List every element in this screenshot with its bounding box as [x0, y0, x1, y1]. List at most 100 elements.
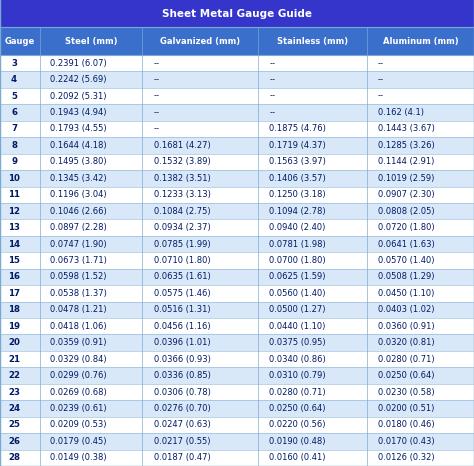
Text: 0.0575 (1.46): 0.0575 (1.46): [154, 289, 210, 298]
Text: 0.1144 (2.91): 0.1144 (2.91): [378, 158, 434, 166]
Text: 0.0247 (0.63): 0.0247 (0.63): [154, 420, 210, 429]
Text: 0.0508 (1.29): 0.0508 (1.29): [378, 273, 435, 281]
Text: 7: 7: [11, 124, 17, 133]
Text: 0.0808 (2.05): 0.0808 (2.05): [378, 207, 435, 216]
Text: 0.0299 (0.76): 0.0299 (0.76): [51, 371, 107, 380]
Text: 26: 26: [8, 437, 20, 446]
Text: 0.0336 (0.85): 0.0336 (0.85): [154, 371, 210, 380]
Bar: [0, 104, 474, 121]
Text: --: --: [154, 108, 160, 117]
Bar: [0, 236, 474, 252]
Text: 0.0340 (0.86): 0.0340 (0.86): [269, 355, 326, 363]
Text: 0.162 (4.1): 0.162 (4.1): [378, 108, 424, 117]
Bar: [0, 88, 474, 104]
Text: 0.0625 (1.59): 0.0625 (1.59): [269, 273, 326, 281]
Text: 0.0700 (1.80): 0.0700 (1.80): [269, 256, 326, 265]
Text: 0.0360 (0.91): 0.0360 (0.91): [378, 322, 435, 331]
Bar: [0, 55, 474, 71]
Text: 0.1719 (4.37): 0.1719 (4.37): [269, 141, 326, 150]
Bar: [0, 121, 474, 137]
Text: 0.0785 (1.99): 0.0785 (1.99): [154, 240, 210, 248]
Text: 20: 20: [8, 338, 20, 347]
Text: 0.0329 (0.84): 0.0329 (0.84): [51, 355, 107, 363]
Text: 0.0276 (0.70): 0.0276 (0.70): [154, 404, 210, 413]
Text: 0.1943 (4.94): 0.1943 (4.94): [51, 108, 107, 117]
Bar: [0, 433, 474, 450]
Text: Stainless (mm): Stainless (mm): [277, 36, 348, 46]
Bar: [0, 170, 474, 186]
Text: 0.0500 (1.27): 0.0500 (1.27): [269, 305, 326, 314]
Text: --: --: [378, 92, 384, 101]
Text: --: --: [269, 75, 275, 84]
Text: 0.0200 (0.51): 0.0200 (0.51): [378, 404, 434, 413]
Text: 16: 16: [8, 273, 20, 281]
Text: --: --: [154, 75, 160, 84]
Text: 0.0940 (2.40): 0.0940 (2.40): [269, 223, 326, 232]
Text: 0.1019 (2.59): 0.1019 (2.59): [378, 174, 434, 183]
Bar: [0, 71, 474, 88]
Text: --: --: [269, 59, 275, 68]
Text: 0.1495 (3.80): 0.1495 (3.80): [51, 158, 107, 166]
Text: 0.0160 (0.41): 0.0160 (0.41): [269, 453, 326, 462]
Bar: [0, 400, 474, 417]
Text: --: --: [378, 75, 384, 84]
Text: 0.0641 (1.63): 0.0641 (1.63): [378, 240, 435, 248]
Text: 23: 23: [8, 388, 20, 397]
Text: 0.0306 (0.78): 0.0306 (0.78): [154, 388, 210, 397]
Text: 0.0220 (0.56): 0.0220 (0.56): [269, 420, 326, 429]
Text: --: --: [378, 59, 384, 68]
Text: 0.1681 (4.27): 0.1681 (4.27): [154, 141, 210, 150]
Text: 0.0747 (1.90): 0.0747 (1.90): [51, 240, 107, 248]
Text: 0.1532 (3.89): 0.1532 (3.89): [154, 158, 210, 166]
Text: 0.0934 (2.37): 0.0934 (2.37): [154, 223, 210, 232]
Text: 0.1196 (3.04): 0.1196 (3.04): [51, 190, 107, 199]
Text: 0.0456 (1.16): 0.0456 (1.16): [154, 322, 210, 331]
Text: 0.0217 (0.55): 0.0217 (0.55): [154, 437, 210, 446]
Text: 3: 3: [11, 59, 17, 68]
Text: 0.0280 (0.71): 0.0280 (0.71): [378, 355, 435, 363]
Text: 0.0359 (0.91): 0.0359 (0.91): [51, 338, 107, 347]
Text: 0.2391 (6.07): 0.2391 (6.07): [51, 59, 107, 68]
Text: 0.1382 (3.51): 0.1382 (3.51): [154, 174, 210, 183]
Text: 0.0187 (0.47): 0.0187 (0.47): [154, 453, 210, 462]
Text: 0.0209 (0.53): 0.0209 (0.53): [51, 420, 107, 429]
Text: 4: 4: [11, 75, 17, 84]
Text: 0.0250 (0.64): 0.0250 (0.64): [378, 371, 435, 380]
Text: 21: 21: [8, 355, 20, 363]
Text: 0.0126 (0.32): 0.0126 (0.32): [378, 453, 435, 462]
Text: 0.0310 (0.79): 0.0310 (0.79): [269, 371, 326, 380]
Bar: [0, 417, 474, 433]
Text: 0.2242 (5.69): 0.2242 (5.69): [51, 75, 107, 84]
Text: 0.0560 (1.40): 0.0560 (1.40): [269, 289, 326, 298]
Text: 0.0280 (0.71): 0.0280 (0.71): [269, 388, 326, 397]
Text: 0.1793 (4.55): 0.1793 (4.55): [51, 124, 107, 133]
Text: 0.0516 (1.31): 0.0516 (1.31): [154, 305, 210, 314]
Bar: [0, 285, 474, 302]
Text: Aluminum (mm): Aluminum (mm): [383, 36, 458, 46]
Bar: [0, 219, 474, 236]
Bar: [0, 269, 474, 285]
Text: 0.0149 (0.38): 0.0149 (0.38): [51, 453, 107, 462]
Text: 0.0720 (1.80): 0.0720 (1.80): [378, 223, 435, 232]
Text: --: --: [269, 108, 275, 117]
Text: 0.0897 (2.28): 0.0897 (2.28): [51, 223, 107, 232]
Text: 0.0478 (1.21): 0.0478 (1.21): [51, 305, 107, 314]
Text: 0.1443 (3.67): 0.1443 (3.67): [378, 124, 435, 133]
Text: 0.0781 (1.98): 0.0781 (1.98): [269, 240, 326, 248]
Text: 13: 13: [8, 223, 20, 232]
Text: 19: 19: [8, 322, 20, 331]
Text: 0.0230 (0.58): 0.0230 (0.58): [378, 388, 435, 397]
Bar: [0, 384, 474, 400]
Text: Galvanized (mm): Galvanized (mm): [160, 36, 240, 46]
Text: 11: 11: [8, 190, 20, 199]
Text: Steel (mm): Steel (mm): [65, 36, 118, 46]
Bar: [0, 0, 474, 27]
Text: 0.0598 (1.52): 0.0598 (1.52): [51, 273, 107, 281]
Bar: [0, 27, 474, 55]
Text: 0.0538 (1.37): 0.0538 (1.37): [51, 289, 107, 298]
Text: 0.0403 (1.02): 0.0403 (1.02): [378, 305, 435, 314]
Text: 0.0250 (0.64): 0.0250 (0.64): [269, 404, 326, 413]
Text: 0.0239 (0.61): 0.0239 (0.61): [51, 404, 107, 413]
Bar: [0, 137, 474, 154]
Bar: [0, 450, 474, 466]
